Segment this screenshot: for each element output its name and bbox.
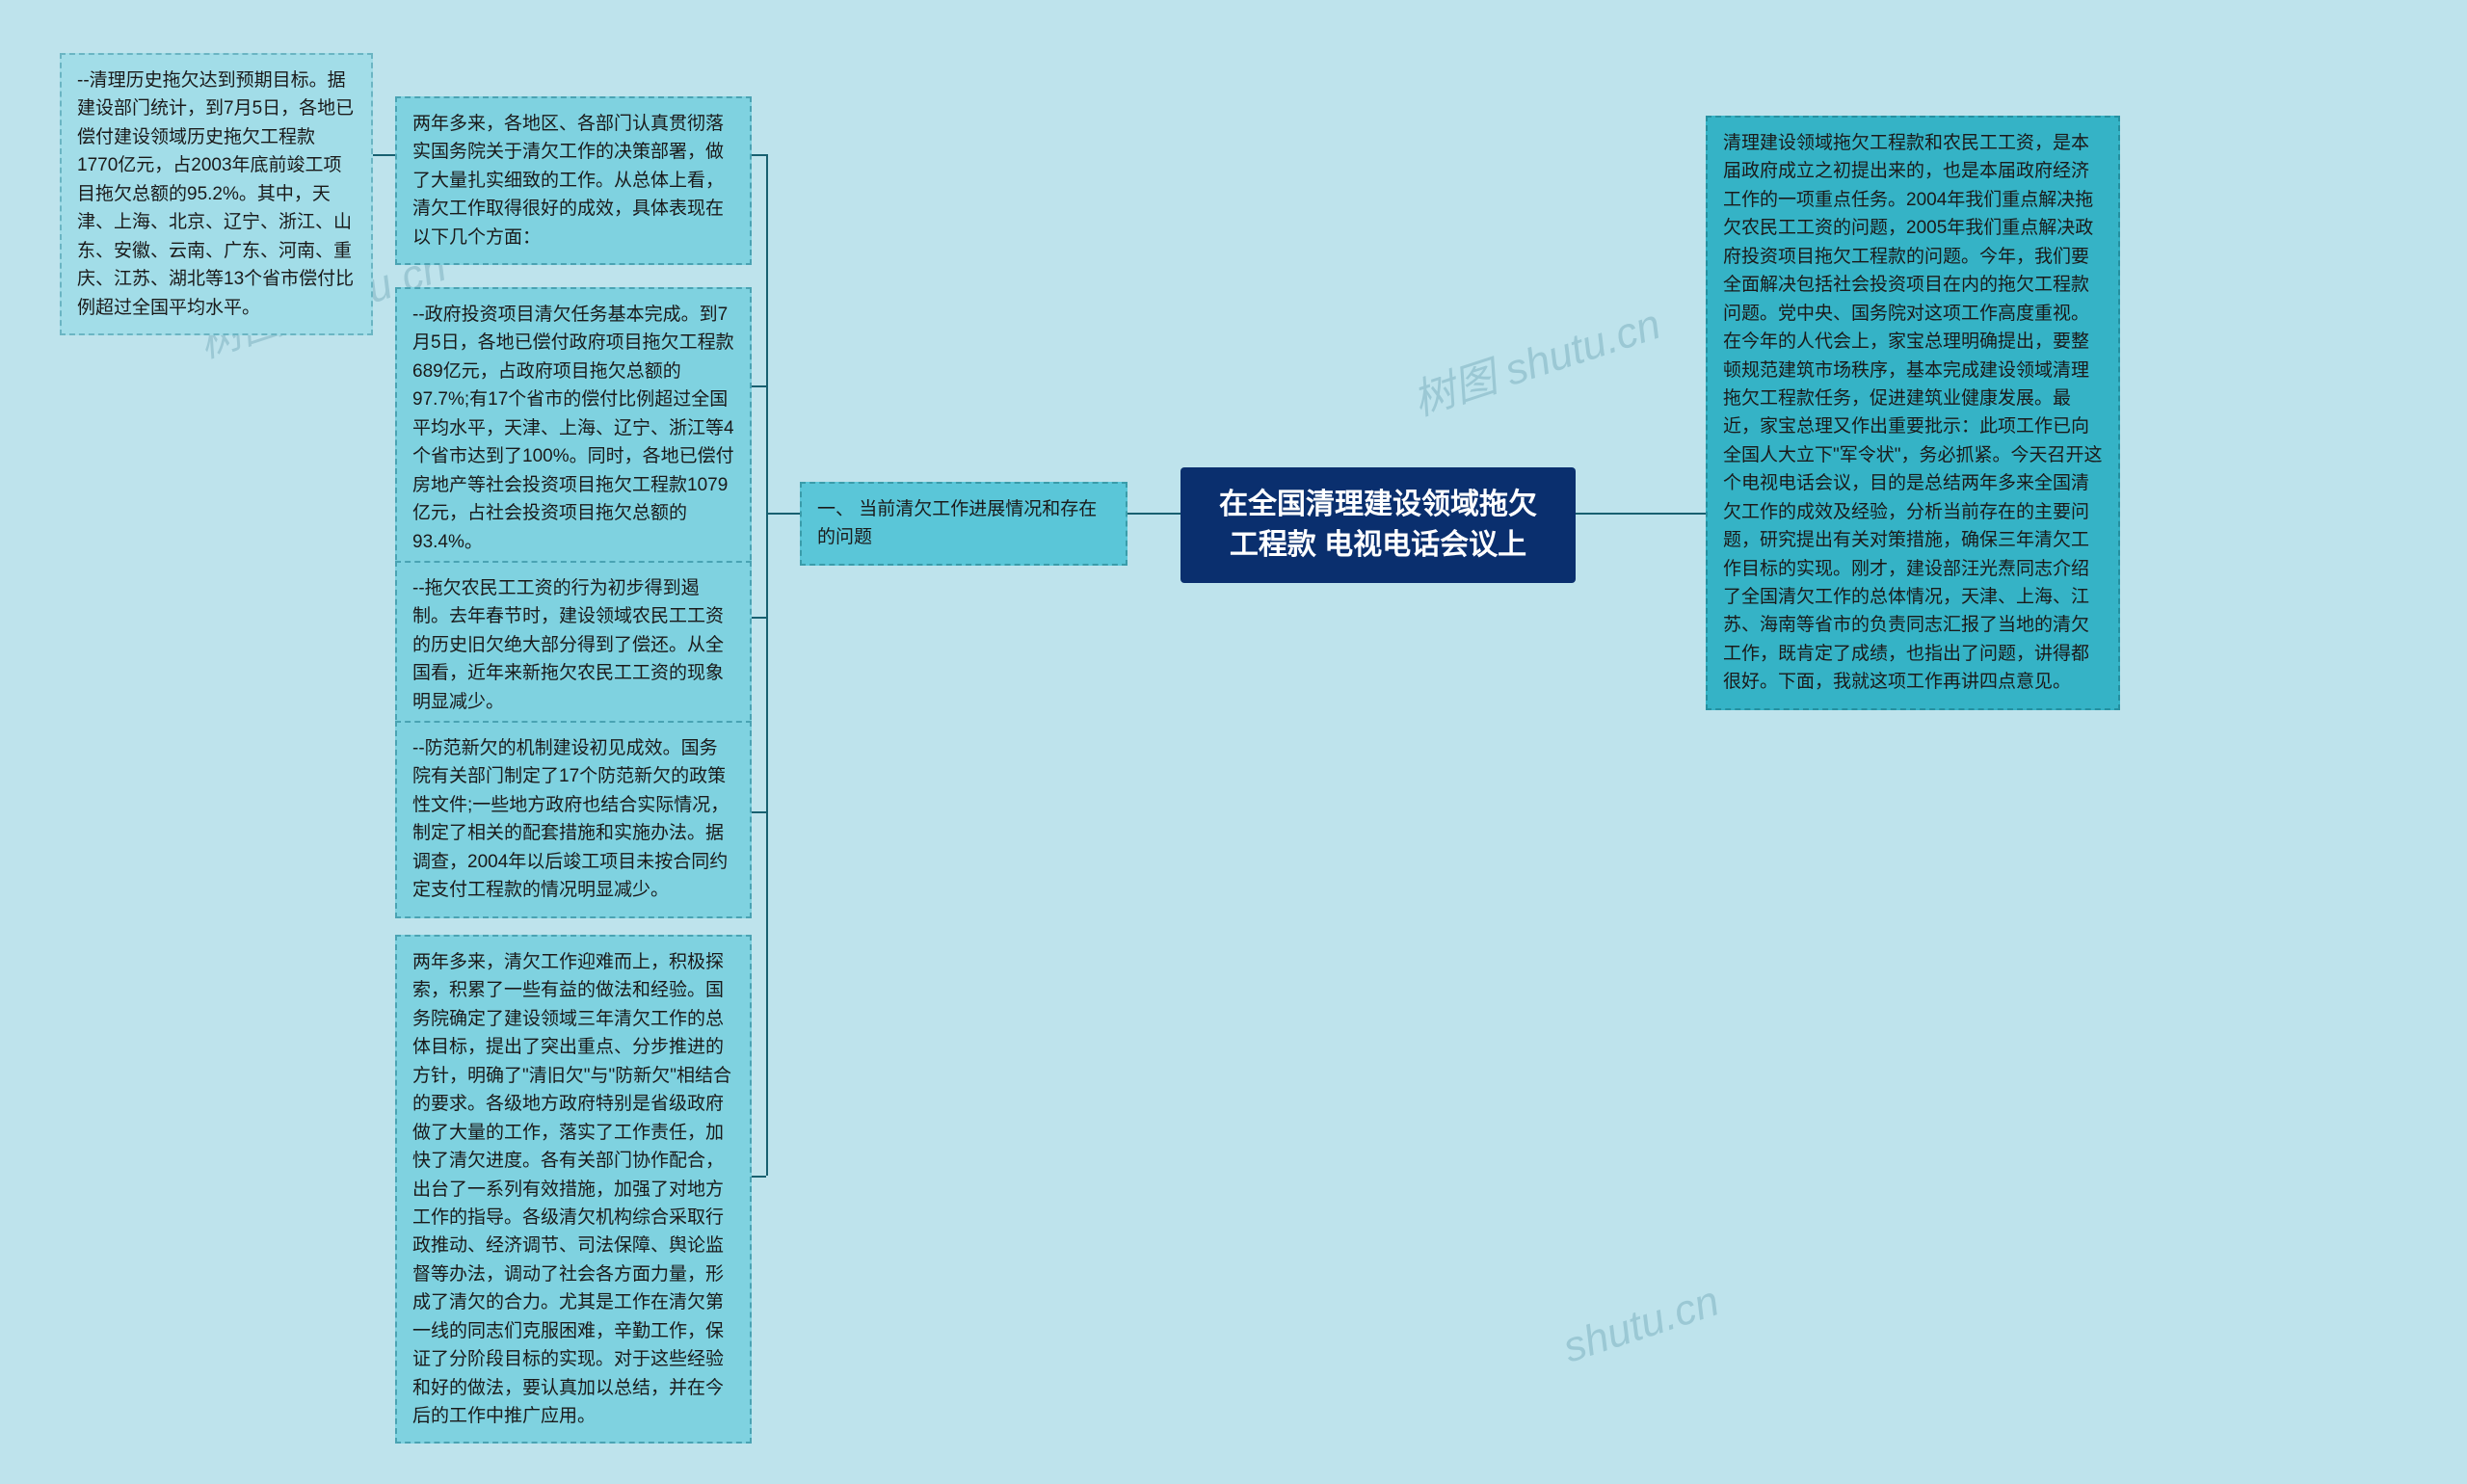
detail-node-3[interactable]: --防范新欠的机制建设初见成效。国务院有关部门制定了17个防范新欠的政策性文件;… (395, 721, 752, 918)
connector-detail-1 (752, 385, 766, 387)
connector-detail-2 (752, 617, 766, 619)
connector-center-right (1576, 513, 1706, 515)
leaf-node-0[interactable]: --清理历史拖欠达到预期目标。据建设部门统计，到7月5日，各地已偿付建设领域历史… (60, 53, 373, 335)
connector-detail-0 (752, 154, 766, 156)
detail-node-4[interactable]: 两年多来，清欠工作迎难而上，积极探索，积累了一些有益的做法和经验。国务院确定了建… (395, 935, 752, 1444)
connector-vertical-trunk (766, 154, 768, 1176)
connector-center-left (1127, 513, 1180, 515)
watermark-2: 树图 shutu.cn (1404, 289, 1667, 427)
connector-detail-4 (752, 1176, 766, 1178)
center-title-line2: 工程款 电视电话会议上 (1204, 525, 1552, 566)
intro-paragraph-node[interactable]: 清理建设领域拖欠工程款和农民工工资，是本届政府成立之初提出来的，也是本届政府经济… (1706, 116, 2120, 710)
detail-node-1[interactable]: --政府投资项目清欠任务基本完成。到7月5日，各地已偿付政府项目拖欠工程款689… (395, 287, 752, 570)
detail-node-2[interactable]: --拖欠农民工工资的行为初步得到遏制。去年春节时，建设领域农民工工资的历史旧欠绝… (395, 561, 752, 729)
section-1-node[interactable]: 一、 当前清欠工作进展情况和存在的问题 (800, 482, 1127, 566)
connector-leaf-0 (373, 154, 395, 156)
connector-detail-3 (752, 811, 766, 813)
watermark-3: shutu.cn (1557, 1278, 1725, 1373)
center-title-line1: 在全国清理建设领域拖欠 (1204, 485, 1552, 525)
connector-section-trunk (766, 513, 800, 515)
mindmap-center-node[interactable]: 在全国清理建设领域拖欠 工程款 电视电话会议上 (1180, 467, 1576, 583)
detail-node-0[interactable]: 两年多来，各地区、各部门认真贯彻落实国务院关于清欠工作的决策部署，做了大量扎实细… (395, 96, 752, 265)
